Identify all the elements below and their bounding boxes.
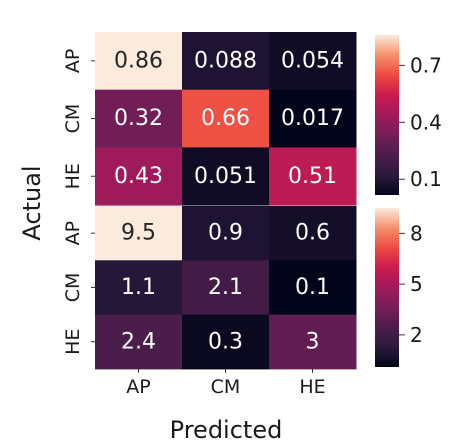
colorbar-tick-label: 2 xyxy=(410,323,423,347)
y-tick-label: HE xyxy=(62,163,84,189)
heatmap-cell xyxy=(182,147,270,206)
cell-value-label: 0.051 xyxy=(194,164,257,189)
cell-value-label: 1.1 xyxy=(121,275,156,300)
cell-value-label: 0.1 xyxy=(295,275,330,300)
cell-value-label: 9.5 xyxy=(121,221,156,246)
cell-value-label: 0.017 xyxy=(281,106,344,131)
cell-value-label: 0.054 xyxy=(281,48,344,73)
cell-value-label: 3 xyxy=(306,329,320,354)
y-tick-label: CM xyxy=(62,104,84,134)
heatmap-cell xyxy=(182,32,270,91)
colorbar-tick-label: 0.7 xyxy=(410,53,442,77)
cell-value-label: 0.43 xyxy=(114,164,163,189)
cell-value-label: 2.1 xyxy=(208,275,243,300)
y-tick-label: CM xyxy=(62,273,84,303)
colorbar xyxy=(375,208,399,367)
cell-value-label: 0.66 xyxy=(201,106,250,131)
cell-value-label: 0.9 xyxy=(208,221,243,246)
heatmap-cell xyxy=(95,260,183,316)
y-tick-label: HE xyxy=(62,329,84,355)
x-tick-label: HE xyxy=(299,376,325,398)
heatmap-cell xyxy=(95,32,183,91)
y-tick-label: AP xyxy=(62,49,84,73)
cell-value-label: 0.51 xyxy=(288,164,337,189)
cell-value-label: 0.088 xyxy=(194,48,257,73)
heatmap-cell xyxy=(95,147,183,206)
heatmap-cell xyxy=(269,89,357,148)
heatmap-cell xyxy=(182,260,270,316)
colorbar xyxy=(375,35,399,195)
y-tick-label: AP xyxy=(62,221,84,245)
heatmap-cell xyxy=(269,32,357,91)
cell-value-label: 0.6 xyxy=(295,221,330,246)
heatmap-cell xyxy=(182,314,270,370)
x-tick-label: CM xyxy=(211,376,241,398)
cell-value-label: 2.4 xyxy=(121,329,156,354)
heatmap-cell xyxy=(182,89,270,148)
heatmap-cell xyxy=(269,260,357,316)
colorbar-tick-label: 0.4 xyxy=(410,110,442,134)
heatmap-cell xyxy=(95,89,183,148)
heatmap-cell xyxy=(95,314,183,370)
cell-value-label: 0.32 xyxy=(114,106,163,131)
colorbar-tick-label: 5 xyxy=(410,272,423,296)
x-axis-label: Predicted xyxy=(170,416,283,444)
x-tick-label: AP xyxy=(126,376,150,398)
heatmap-cell xyxy=(269,147,357,206)
heatmap-panel-1: 0.86 0.088 0.054 0.32 0.66 0.017 0.43 0.051 0.51… xyxy=(62,32,442,206)
colorbar-tick-label: 8 xyxy=(410,221,423,245)
heatmap-cell xyxy=(182,206,270,261)
heatmap-cell xyxy=(95,206,183,261)
cell-value-label: 0.86 xyxy=(114,48,163,73)
cell-value-label: 0.3 xyxy=(208,329,243,354)
y-axis-label: Actual xyxy=(18,165,46,240)
heatmap-panel-2: 9.5 0.9 0.6 1.1 2.1 0.1 2.4 0.3 3 AP CM HE 2 5 8 xyxy=(62,206,423,370)
colorbar-tick-label: 0.1 xyxy=(410,167,442,191)
heatmap-cell xyxy=(269,314,357,370)
heatmap-cell xyxy=(269,206,357,261)
